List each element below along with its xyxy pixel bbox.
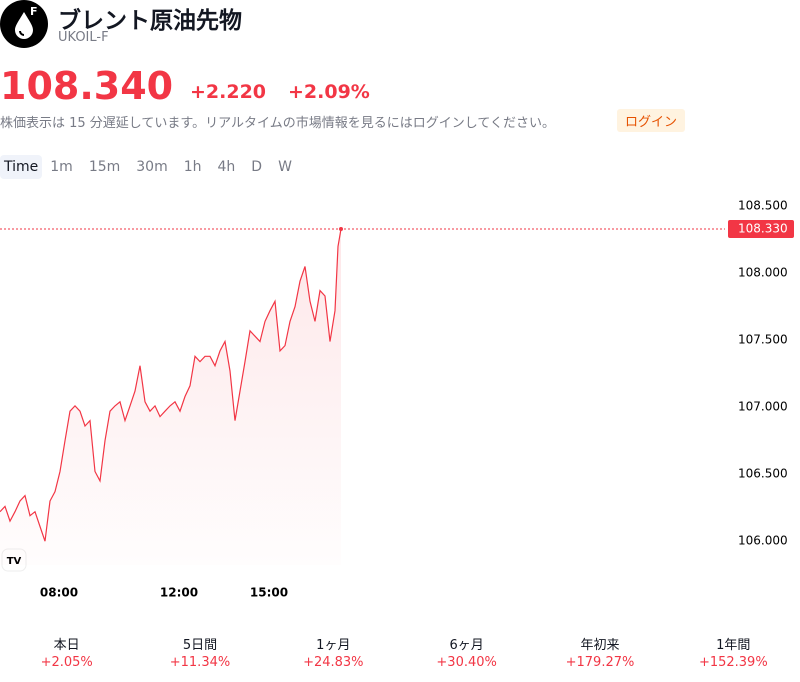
change: +2.220 <box>190 81 267 103</box>
y-tick-label: 107.000 <box>738 400 788 414</box>
x-tick-label: 08:00 <box>40 586 78 600</box>
icon-badge: F <box>30 5 38 18</box>
last-price-tag <box>728 219 794 238</box>
periods: 本日 +2.05% 5日間 +11.34% 1ヶ月 +24.83% 6ヶ月 +30.40% 年初… <box>0 634 800 670</box>
timeframe-button[interactable]: 1m <box>50 159 73 175</box>
change-percent: +2.09% <box>288 81 370 103</box>
price: 108.340 <box>0 64 174 108</box>
symbol: UKOIL-F <box>58 30 109 45</box>
period-value: +11.34% <box>169 655 231 670</box>
timeframe-button[interactable]: 30m <box>136 159 168 175</box>
y-tick-label: 106.500 <box>738 467 788 481</box>
timeframe-button[interactable]: W <box>278 159 292 175</box>
title: ブレント原油先物 <box>58 8 242 34</box>
period-label: 本日 <box>53 638 80 653</box>
period-label: 1ヶ月 <box>316 638 351 653</box>
timeframe-button[interactable]: Time <box>0 155 43 179</box>
period-value: +2.05% <box>40 655 93 670</box>
area-fill <box>0 229 341 565</box>
period-stat[interactable]: 本日 +2.05% <box>0 634 133 670</box>
period-label: 5日間 <box>182 638 218 653</box>
period-value: +30.40% <box>436 655 497 670</box>
x-tick-label: 15:00 <box>250 586 288 600</box>
timeframe-button[interactable]: 4h <box>217 159 236 175</box>
y-tick-label: 108.500 <box>738 199 788 213</box>
period-stat[interactable]: 年初来 +179.27% <box>533 634 666 670</box>
period-stat[interactable]: 6ヶ月 +30.40% <box>400 634 533 670</box>
timeframe-button[interactable]: D <box>251 159 263 175</box>
symbol-icon <box>0 0 48 48</box>
period-value: +24.83% <box>303 655 364 670</box>
x-tick-label: 12:00 <box>160 586 198 600</box>
timeframe-button[interactable]: 15m <box>88 159 121 175</box>
period-value: +179.27% <box>565 655 635 670</box>
period-stat[interactable]: 5日間 +11.34% <box>133 634 266 670</box>
last-point <box>339 226 343 231</box>
y-tick-label: 106.000 <box>738 534 788 548</box>
y-tick-label: 108.000 <box>738 266 788 280</box>
drop-icon <box>15 12 33 39</box>
period-label: 6ヶ月 <box>449 638 484 653</box>
login-button[interactable]: ログイン <box>617 109 686 132</box>
last-price-label: 108.330 <box>738 221 788 235</box>
timeframe-button[interactable]: 1h <box>183 159 202 175</box>
period-stat[interactable]: 1年間 +152.39% <box>667 634 800 670</box>
period-stat[interactable]: 1ヶ月 +24.83% <box>267 634 400 670</box>
timeframes: Time 1m 15m 30m 1h 4h D W <box>0 155 300 179</box>
period-label: 1年間 <box>716 638 751 653</box>
price-line <box>0 228 342 542</box>
period-label: 年初来 <box>580 638 620 653</box>
y-tick-label: 107.500 <box>738 333 788 347</box>
period-value: +152.39% <box>698 655 768 670</box>
notice: 株価表示は 15 分遅延しています。リアルタイムの市場情報を見るにはログインして… <box>0 116 555 131</box>
